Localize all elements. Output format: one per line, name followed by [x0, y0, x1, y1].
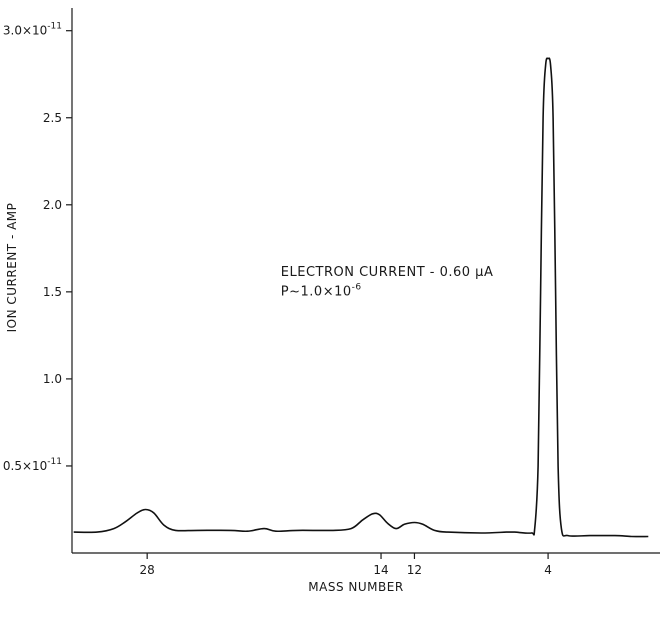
axes: [71, 8, 660, 554]
x-ticks: 28 14 12 4: [140, 553, 552, 577]
x-tick-label: 14: [373, 563, 388, 577]
y-tick-label: 1.0: [43, 372, 62, 386]
x-axis-label: MASS NUMBER: [308, 580, 403, 594]
x-tick-label: 28: [140, 563, 155, 577]
chart-annotation: P~1.0×10-6: [281, 282, 362, 299]
chart-annotation: ELECTRON CURRENT - 0.60 μA: [281, 265, 494, 280]
y-tick-label: 0.5×10-11: [3, 457, 62, 473]
ion-current-trace: [73, 57, 649, 538]
y-axis-label: ION CURRENT - AMP: [5, 203, 19, 333]
x-tick-label: 12: [407, 563, 422, 577]
y-tick-label: 3.0×10-11: [3, 22, 62, 38]
plot-area: [73, 57, 649, 538]
y-tick-label: 1.5: [43, 285, 62, 299]
y-tick-label: 2.5: [43, 111, 62, 125]
y-tick-label: 2.0: [43, 198, 62, 212]
x-tick-label: 4: [544, 563, 552, 577]
annotations: ELECTRON CURRENT - 0.60 μA P~1.0×10-6: [281, 265, 494, 299]
y-ticks: 0.5×10-11 1.0 1.5 2.0 2.5 3.0×10-11: [3, 22, 72, 473]
